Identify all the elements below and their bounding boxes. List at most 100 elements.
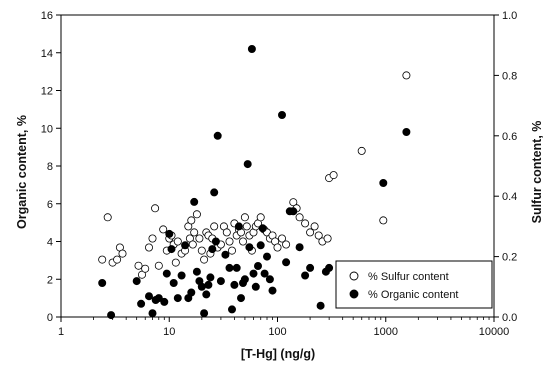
y-left-tick-label: 10 bbox=[41, 123, 53, 135]
organic-content-point bbox=[402, 127, 411, 136]
organic-content-point bbox=[144, 292, 153, 301]
y-right-tick-label: 0.0 bbox=[502, 312, 517, 324]
organic-content-point bbox=[262, 252, 271, 261]
organic-content-point bbox=[162, 269, 171, 278]
organic-content-point bbox=[245, 243, 254, 252]
organic-content-point bbox=[200, 309, 209, 318]
sulfur-content-point bbox=[301, 219, 310, 228]
sulfur-content-point bbox=[148, 234, 157, 243]
sulfur-content-point bbox=[187, 216, 196, 225]
organic-content-point bbox=[221, 250, 230, 259]
sulfur-content-point bbox=[306, 228, 315, 237]
organic-content-point bbox=[137, 299, 146, 308]
organic-content-point bbox=[256, 241, 265, 250]
y-right-tick-label: 1.0 bbox=[502, 10, 517, 22]
organic-content-point bbox=[210, 188, 219, 197]
sulfur-content-point bbox=[98, 255, 107, 264]
organic-content-point bbox=[107, 311, 116, 320]
sulfur-content-point bbox=[210, 222, 219, 231]
sulfur-content-point bbox=[171, 258, 180, 267]
sulfur-content-point bbox=[113, 255, 122, 264]
sulfur-content-point bbox=[173, 237, 182, 246]
organic-content-point bbox=[282, 258, 291, 267]
organic-content-point bbox=[227, 305, 236, 314]
x-axis-title: [T-Hg] (ng/g) bbox=[241, 347, 315, 361]
organic-content-point bbox=[213, 131, 222, 140]
data-points bbox=[98, 45, 411, 320]
sulfur-content-point bbox=[225, 237, 234, 246]
sulfur-content-point bbox=[240, 213, 249, 222]
organic-content-point bbox=[289, 207, 298, 216]
organic-content-point bbox=[169, 278, 178, 287]
organic-content-point bbox=[249, 269, 258, 278]
y-right-tick-label: 0.6 bbox=[502, 131, 517, 143]
legend-sulfur-marker bbox=[349, 271, 359, 281]
organic-content-point bbox=[148, 309, 157, 318]
y-left-tick-label: 8 bbox=[47, 161, 53, 173]
organic-content-point bbox=[316, 301, 325, 310]
sulfur-content-point bbox=[256, 213, 265, 222]
legend-organic-marker bbox=[349, 289, 359, 299]
organic-content-point bbox=[192, 267, 201, 276]
organic-content-point bbox=[206, 273, 215, 282]
x-tick-label: 100 bbox=[268, 326, 286, 338]
sulfur-content-point bbox=[323, 234, 332, 243]
sulfur-content-point bbox=[227, 246, 236, 255]
sulfur-content-point bbox=[242, 222, 251, 231]
legend-sulfur-label: % Sulfur content bbox=[368, 271, 449, 283]
organic-content-point bbox=[165, 229, 174, 238]
y-left-tick-label: 4 bbox=[47, 237, 53, 249]
sulfur-content-point bbox=[144, 243, 153, 252]
axes: 1 10 100 1000 10000 0 2 4 6 8 10 12 14 16 0.0 0.2 0.4 0.6… bbox=[41, 10, 518, 338]
organic-content-point bbox=[277, 111, 286, 120]
organic-content-point bbox=[225, 263, 234, 272]
organic-content-point bbox=[167, 245, 176, 254]
y-left-tick-label: 12 bbox=[41, 86, 53, 98]
sulfur-content-point bbox=[289, 198, 298, 207]
organic-content-point bbox=[236, 294, 245, 303]
sulfur-content-point bbox=[141, 264, 150, 273]
organic-content-point bbox=[98, 278, 107, 287]
sulfur-content-point bbox=[118, 249, 127, 258]
y-right-axis-title: Sulfur content, % bbox=[530, 121, 544, 224]
sulfur-content-point bbox=[200, 255, 209, 264]
organic-content-point bbox=[204, 280, 213, 289]
organic-content-point bbox=[208, 245, 217, 254]
sulfur-content-point bbox=[273, 243, 282, 252]
organic-content-point bbox=[253, 261, 262, 270]
y-left-tick-label: 2 bbox=[47, 274, 53, 286]
sulfur-content-point bbox=[190, 228, 199, 237]
sulfur-content-point bbox=[151, 204, 160, 213]
organic-content-point bbox=[301, 271, 310, 280]
organic-content-point bbox=[160, 297, 169, 306]
organic-content-point bbox=[268, 286, 277, 295]
organic-content-point bbox=[265, 275, 274, 284]
legend: % Sulfur content % Organic content bbox=[335, 260, 493, 309]
organic-content-point bbox=[247, 45, 256, 54]
y-right-tick-label: 0.4 bbox=[502, 191, 517, 203]
organic-content-point bbox=[251, 282, 260, 291]
sulfur-content-point bbox=[188, 240, 197, 249]
organic-content-point bbox=[240, 275, 249, 284]
y-right-tick-label: 0.2 bbox=[502, 252, 517, 264]
sulfur-content-point bbox=[295, 213, 304, 222]
organic-content-point bbox=[306, 263, 315, 272]
organic-content-point bbox=[190, 197, 199, 206]
sulfur-content-point bbox=[379, 216, 388, 225]
sulfur-content-point bbox=[159, 225, 168, 234]
y-left-tick-label: 6 bbox=[47, 199, 53, 211]
sulfur-content-point bbox=[238, 237, 247, 246]
legend-box bbox=[335, 260, 493, 309]
organic-content-point bbox=[325, 263, 334, 272]
sulfur-content-point bbox=[277, 234, 286, 243]
sulfur-content-point bbox=[282, 240, 291, 249]
organic-content-point bbox=[216, 277, 225, 286]
organic-content-point bbox=[295, 243, 304, 252]
y-left-tick-label: 0 bbox=[47, 312, 53, 324]
sulfur-content-point bbox=[134, 261, 143, 270]
sulfur-content-point bbox=[192, 210, 201, 219]
organic-content-point bbox=[379, 178, 388, 187]
organic-content-point bbox=[230, 280, 239, 289]
sulfur-content-point bbox=[310, 222, 319, 231]
organic-content-point bbox=[260, 269, 269, 278]
